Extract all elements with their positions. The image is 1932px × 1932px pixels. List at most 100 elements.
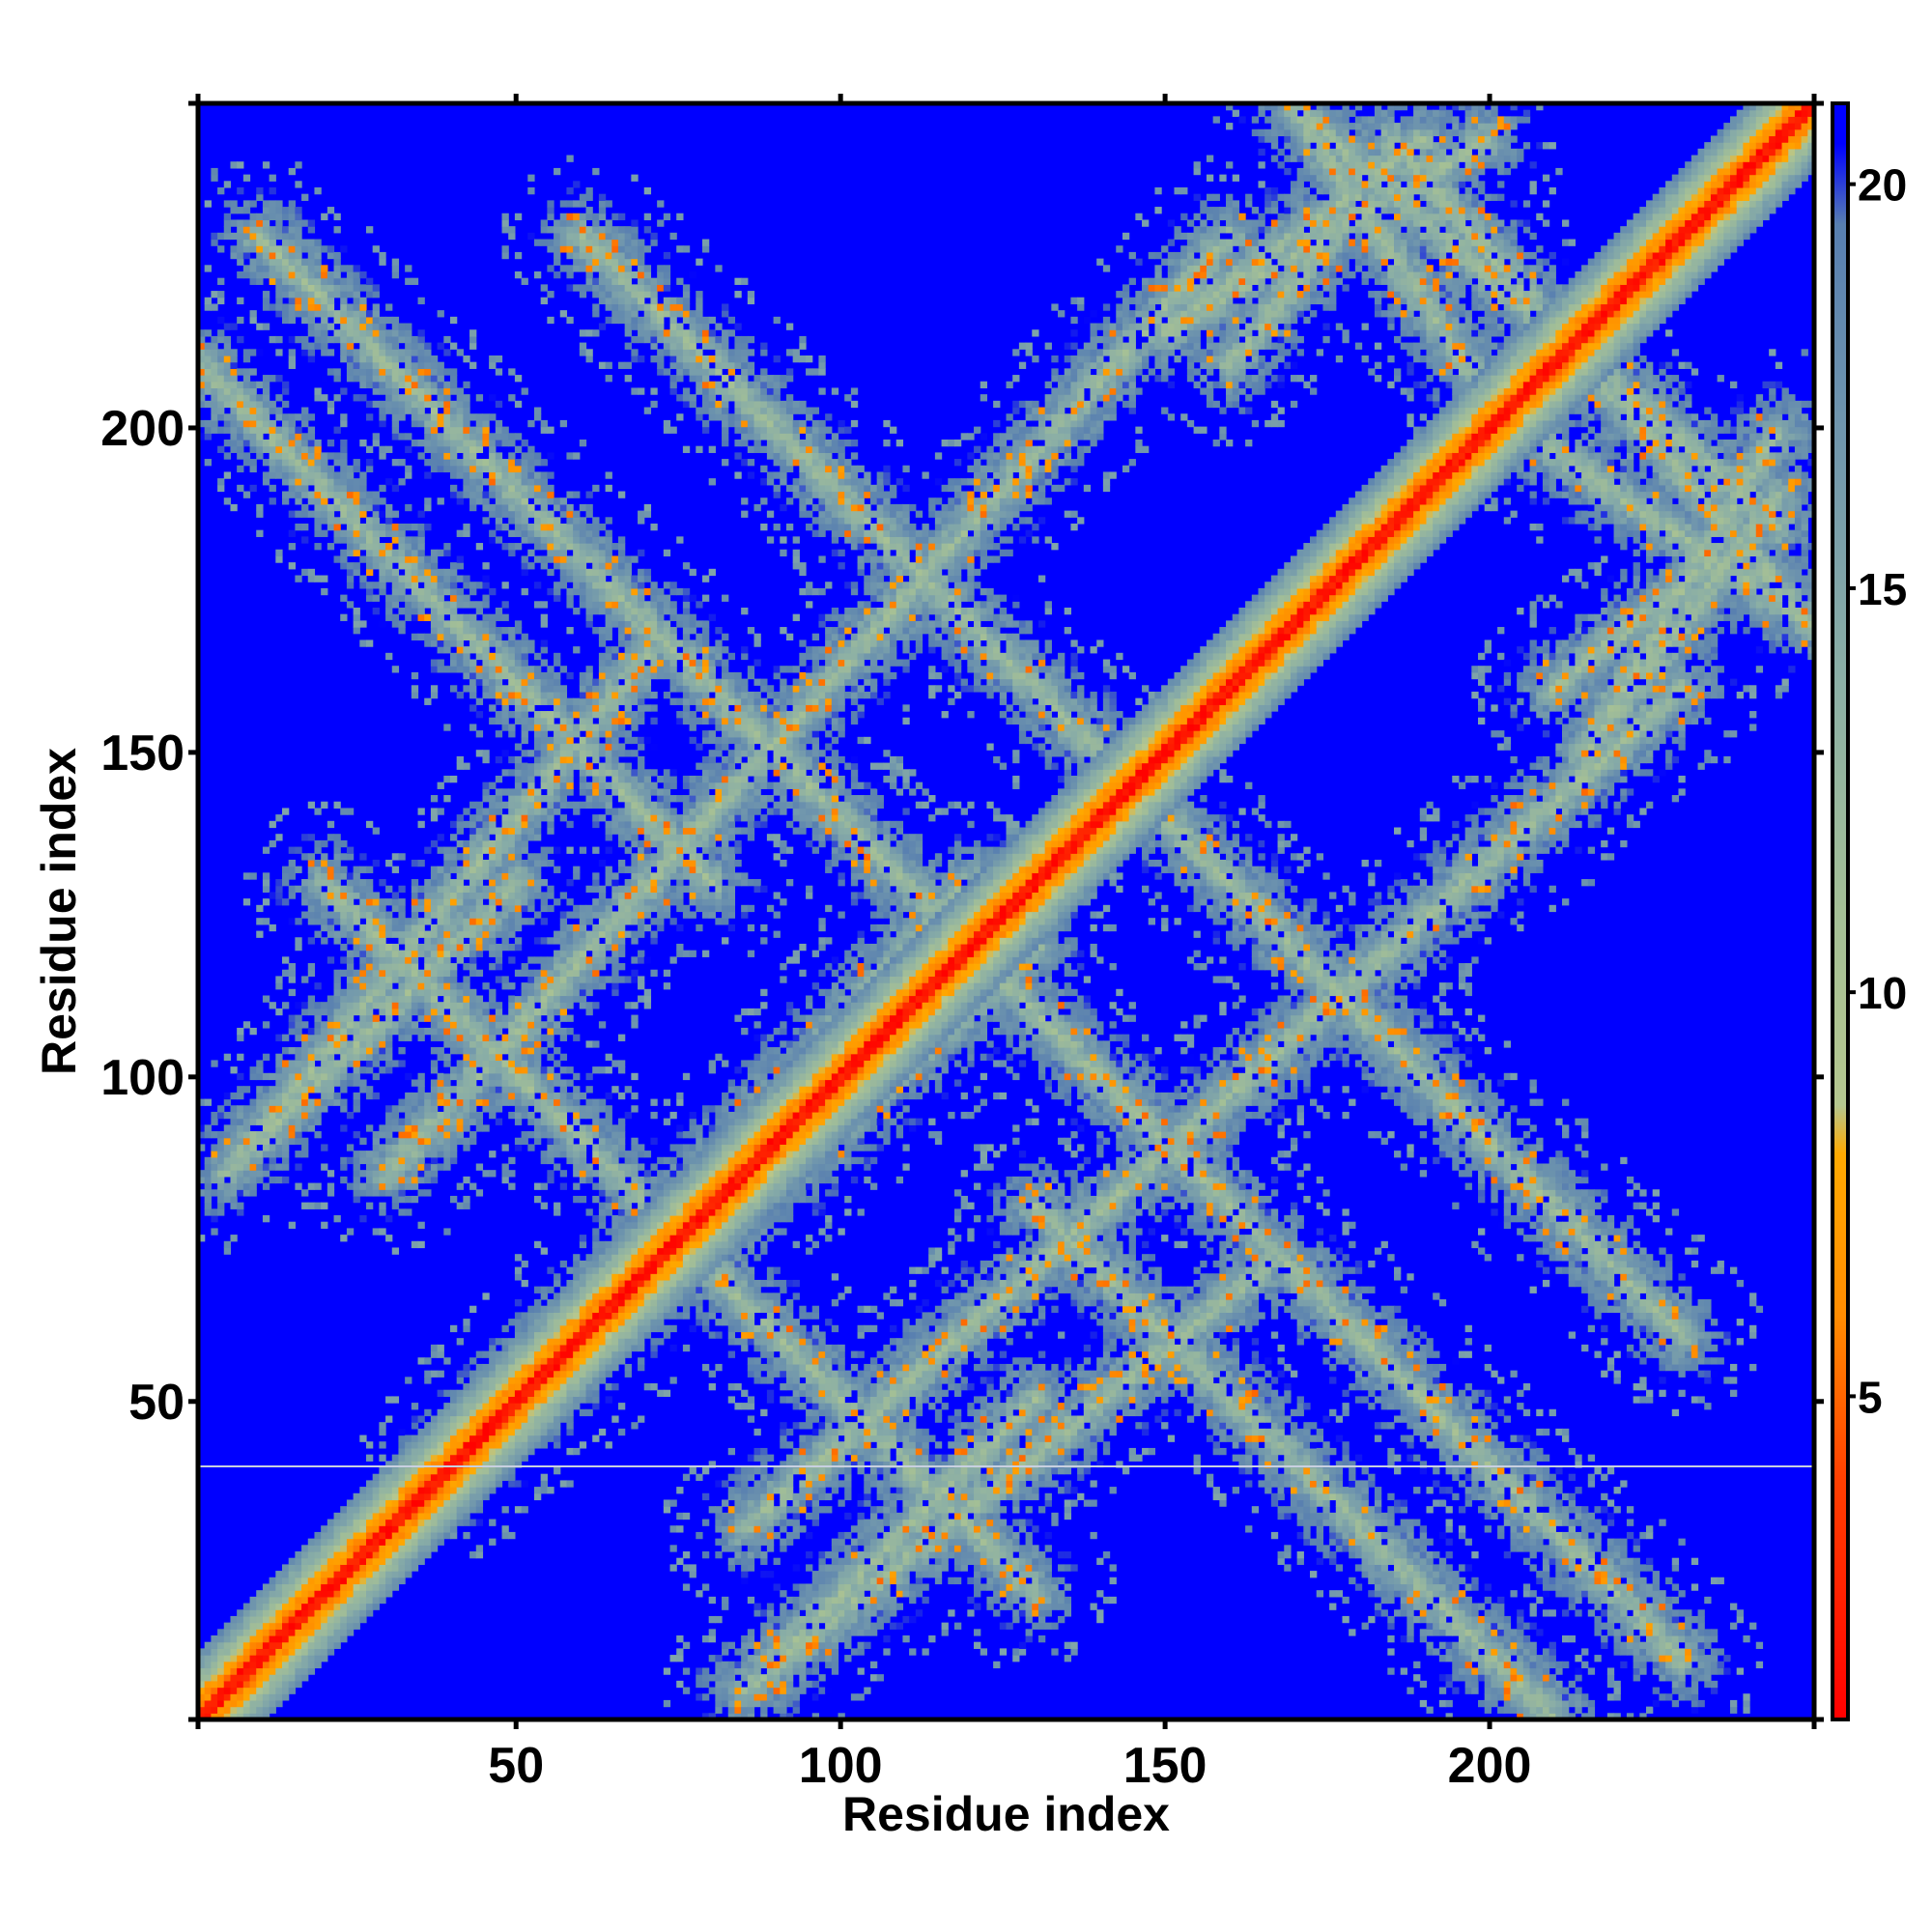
heatmap-cell: [547, 795, 554, 802]
heatmap-cell: [270, 471, 276, 478]
heatmap-cell: [463, 1138, 469, 1145]
heatmap-cell: [250, 394, 257, 401]
heatmap-cell: [237, 368, 243, 375]
heatmap-cell: [469, 1002, 476, 1009]
heatmap-cell: [522, 1066, 528, 1073]
heatmap-cell: [282, 956, 289, 963]
heatmap-cell: [321, 530, 327, 537]
heatmap-cell: [354, 1054, 360, 1061]
heatmap-cell: [379, 1429, 385, 1435]
heatmap-cell: [438, 569, 444, 576]
heatmap-cell: [496, 1364, 502, 1371]
heatmap-cell: [301, 466, 308, 472]
heatmap-cell: [515, 401, 522, 408]
heatmap-cell: [547, 471, 554, 478]
heatmap-cell: [534, 1371, 541, 1378]
heatmap-cell: [354, 569, 360, 576]
heatmap-cell: [443, 1073, 450, 1080]
heatmap-cell: [263, 1105, 270, 1112]
heatmap-cell: [230, 427, 237, 434]
heatmap-cell: [217, 1144, 224, 1151]
heatmap-cell: [515, 944, 522, 951]
heatmap-cell: [457, 1371, 464, 1378]
heatmap-cell: [347, 582, 354, 588]
heatmap-cell: [489, 504, 496, 511]
heatmap-cell: [534, 1299, 541, 1306]
heatmap-cell: [366, 582, 373, 588]
heatmap-cell: [431, 886, 438, 893]
heatmap-cell: [321, 497, 327, 504]
heatmap-cell: [282, 1623, 289, 1630]
heatmap-cell: [308, 1099, 315, 1106]
heatmap-cell: [476, 666, 483, 672]
heatmap-cell: [424, 1551, 431, 1558]
heatmap-cell: [334, 1047, 341, 1054]
heatmap-cell: [522, 440, 528, 446]
heatmap-cell: [314, 265, 321, 271]
heatmap-cell: [424, 1487, 431, 1493]
heatmap-cell: [359, 924, 366, 931]
heatmap-cell: [489, 1396, 496, 1403]
heatmap-cell: [547, 1371, 554, 1378]
heatmap-cell: [541, 1035, 548, 1041]
heatmap-cell: [424, 944, 431, 951]
heatmap-cell: [418, 1112, 425, 1119]
heatmap-cell: [373, 1604, 380, 1610]
heatmap-cell: [457, 440, 464, 446]
heatmap-cell: [392, 511, 399, 518]
heatmap-cell: [412, 692, 418, 698]
heatmap-cell: [515, 620, 522, 627]
heatmap-cell: [515, 1377, 522, 1383]
heatmap-cell: [405, 1157, 412, 1164]
heatmap-cell: [405, 1467, 412, 1474]
heatmap-cell: [457, 956, 464, 963]
heatmap-cell: [502, 1383, 509, 1390]
heatmap-cell: [250, 1674, 257, 1681]
heatmap-cell: [515, 1371, 522, 1378]
heatmap-cell: [308, 1667, 315, 1674]
heatmap-cell: [314, 271, 321, 278]
heatmap-cell: [398, 355, 405, 362]
heatmap-cell: [489, 1035, 496, 1041]
heatmap-cell: [457, 905, 464, 912]
heatmap-cell: [469, 639, 476, 646]
heatmap-cell: [443, 847, 450, 854]
heatmap-cell: [340, 1616, 347, 1623]
heatmap-cell: [418, 1119, 425, 1125]
heatmap-cell: [359, 336, 366, 343]
heatmap-cell: [450, 912, 457, 919]
heatmap-cell: [438, 375, 444, 382]
heatmap-cell: [482, 666, 489, 672]
heatmap-cell: [457, 814, 464, 821]
heatmap-cell: [373, 562, 380, 569]
heatmap-cell: [230, 1151, 237, 1157]
heatmap-cell: [463, 1009, 469, 1015]
heatmap-cell: [256, 278, 263, 285]
heatmap-cell: [450, 653, 457, 660]
heatmap-cell: [482, 808, 489, 814]
heatmap-cell: [515, 653, 522, 660]
heatmap-cell: [418, 614, 425, 621]
heatmap-cell: [469, 1415, 476, 1422]
heatmap-cell: [366, 362, 373, 369]
heatmap-cell: [366, 1066, 373, 1073]
heatmap-cell: [482, 1441, 489, 1448]
heatmap-cell: [508, 452, 515, 459]
heatmap-cell: [424, 1525, 431, 1532]
heatmap-cell: [457, 1203, 464, 1209]
heatmap-cell: [263, 1693, 270, 1700]
heatmap-cell: [295, 576, 301, 582]
heatmap-cell: [469, 834, 476, 840]
heatmap-cell: [482, 420, 489, 427]
heatmap-cell: [431, 1170, 438, 1177]
heatmap-cell: [457, 1429, 464, 1435]
heatmap-cell: [308, 343, 315, 350]
heatmap-cell: [463, 1487, 469, 1493]
heatmap-cell: [224, 362, 231, 369]
heatmap-cell: [289, 1105, 296, 1112]
heatmap-cell: [418, 860, 425, 867]
heatmap-cell: [431, 951, 438, 957]
heatmap-cell: [301, 1635, 308, 1642]
heatmap-cell: [295, 427, 301, 434]
heatmap-cell: [482, 627, 489, 634]
